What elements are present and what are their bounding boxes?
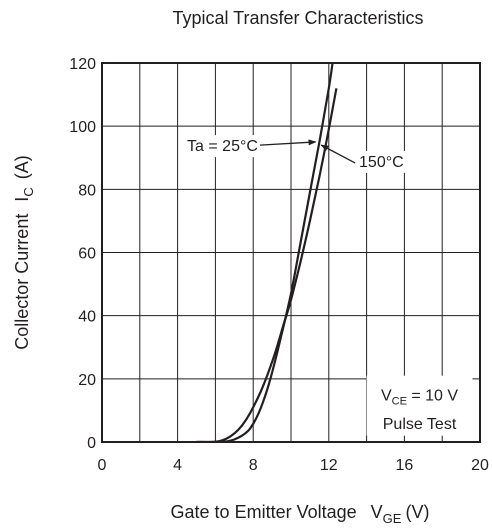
y-axis-label-main: Collector Current (12, 214, 32, 350)
y-tick-label: 40 (78, 309, 96, 326)
annotation-arrow-150c (321, 145, 355, 163)
y-tick-label: 20 (78, 372, 96, 389)
x-tick-label: 0 (98, 457, 107, 474)
condition-vce-symbol: V (381, 388, 392, 405)
x-axis-label-main: Gate to Emitter Voltage (171, 502, 357, 522)
y-tick-label: 120 (69, 56, 96, 73)
y-tick-label: 100 (69, 119, 96, 136)
y-tick-label: 80 (78, 182, 96, 199)
y-axis-label-unit: (A) (12, 155, 32, 179)
x-axis-label-subscript: GE (383, 511, 402, 526)
y-tick-label: 60 (78, 246, 96, 263)
condition-vce-value: = 10 V (407, 388, 458, 405)
chart-title: Typical Transfer Characteristics (172, 8, 423, 28)
x-tick-label: 8 (249, 457, 258, 474)
annotation-label-25c: Ta = 25°C (187, 138, 258, 155)
x-tick-label: 12 (320, 457, 338, 474)
x-tick-label: 20 (471, 457, 489, 474)
x-axis-label-symbol: V (371, 502, 383, 522)
x-tick-label: 16 (396, 457, 414, 474)
annotation-arrow-25c (260, 142, 316, 145)
x-tick-label: 4 (173, 457, 182, 474)
x-axis-label-unit: (V) (405, 502, 429, 522)
x-axis-label: Gate to Emitter Voltage VGE (V) (171, 502, 430, 526)
y-tick-label: 0 (87, 435, 96, 452)
annotation-label-150c: 150°C (359, 154, 404, 171)
condition-vce-subscript: CE (392, 396, 407, 408)
y-axis-ticks: 0 20 40 60 80 100 120 (69, 56, 96, 452)
y-axis-label: Collector CurrentIC(A) (12, 155, 36, 349)
condition-box: VCE = 10 V Pulse Test (367, 376, 473, 436)
condition-pulse-test: Pulse Test (383, 416, 457, 433)
x-axis-ticks: 0 4 8 12 16 20 (98, 457, 489, 474)
annotations: Ta = 25°C 150°C (184, 135, 414, 173)
y-axis-label-subscript: C (21, 187, 36, 196)
